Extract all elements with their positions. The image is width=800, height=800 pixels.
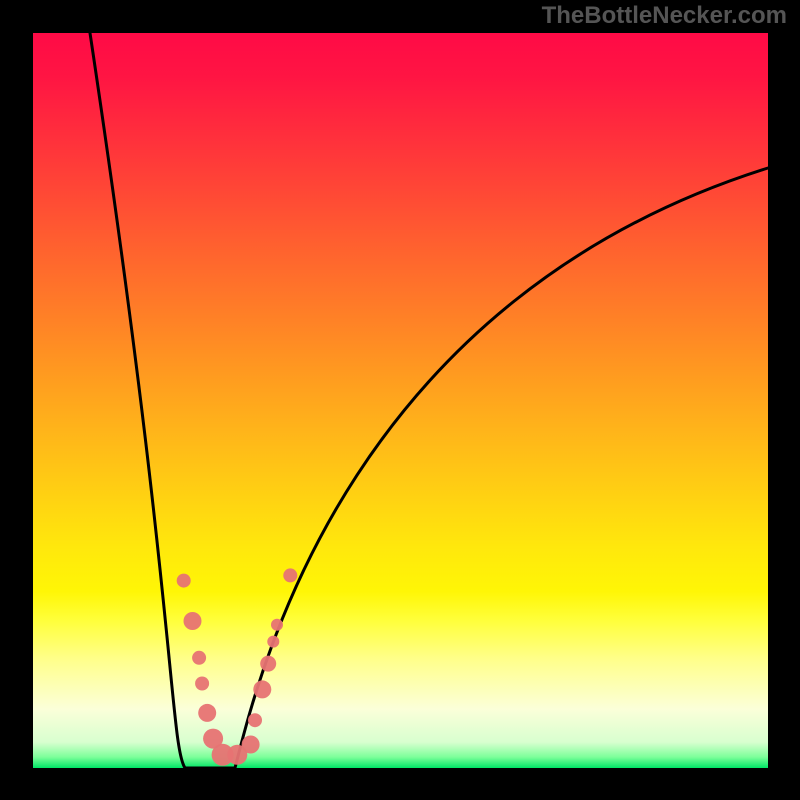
figure-root: TheBottleNecker.com — [0, 0, 800, 800]
marker-dot — [192, 651, 206, 665]
marker-dot — [198, 704, 216, 722]
marker-dot — [271, 619, 283, 631]
marker-dot — [267, 636, 279, 648]
marker-dot — [242, 736, 260, 754]
chart-svg — [0, 0, 800, 800]
watermark-text: TheBottleNecker.com — [542, 2, 787, 30]
marker-dot — [195, 677, 209, 691]
marker-dot — [260, 656, 276, 672]
plot-area — [33, 33, 768, 768]
marker-dot — [184, 612, 202, 630]
marker-dot — [177, 574, 191, 588]
marker-dot — [248, 713, 262, 727]
marker-dot — [283, 568, 297, 582]
marker-dot — [253, 680, 271, 698]
